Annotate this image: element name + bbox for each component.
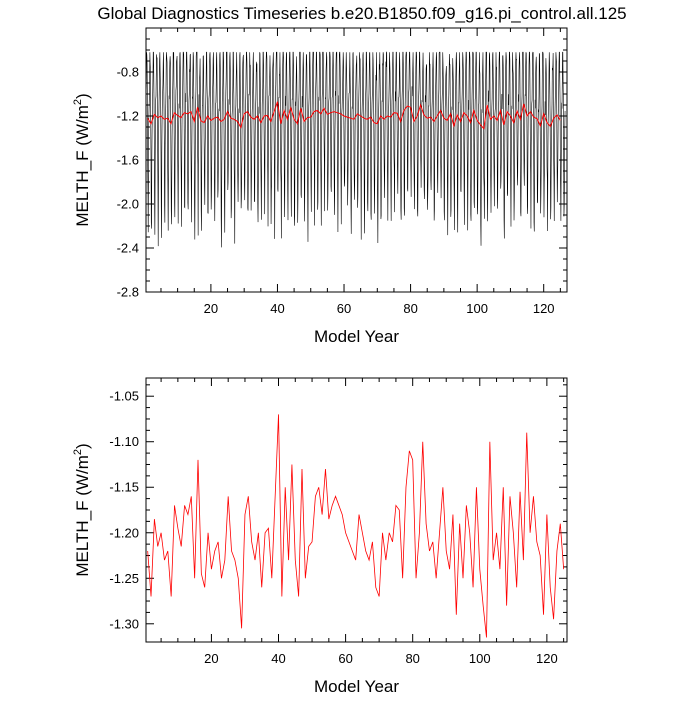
x-tick-label: 40: [271, 651, 285, 666]
x-tick-label: 20: [204, 301, 218, 316]
annual-timeseries-panel: 20 40 60 80 100 120 -1.30 -1.25 -1.20 -1.15 -1.10 -…: [72, 377, 568, 696]
chart-title: Global Diagnostics Timeseries b.e20.B185…: [97, 4, 626, 23]
monthly-series-line: [145, 51, 566, 248]
y-tick-label: -1.6: [117, 153, 139, 168]
y-tick-label: -2.4: [117, 241, 139, 256]
monthly-timeseries-panel: 20 40 60 80 100 120 -2.8 -2.4 -2.0 -1.6 -1.2 -0.8 Mo…: [72, 27, 568, 346]
x-axis-label: Model Year: [314, 327, 399, 346]
x-axis-label: Model Year: [314, 677, 399, 696]
x-tick-label: 80: [405, 651, 419, 666]
y-tick-label: -1.10: [109, 434, 139, 449]
y-tick-label: -1.2: [117, 109, 139, 124]
annual-series-line: [147, 414, 565, 638]
annual-mean-line: [147, 101, 561, 130]
x-tick-label: 120: [533, 301, 555, 316]
x-tick-label: 20: [204, 651, 218, 666]
x-tick-label: 100: [466, 301, 488, 316]
x-tick-label: 100: [469, 651, 491, 666]
y-tick-label: -1.30: [109, 616, 139, 631]
y-axis-label: MELTH_F (W/m2): [72, 443, 92, 576]
y-tick-label: -2.8: [117, 285, 139, 300]
y-tick-label: -1.20: [109, 525, 139, 540]
x-tick-label: 60: [337, 301, 351, 316]
y-tick-label: -1.15: [109, 480, 139, 495]
x-tick-label: 80: [403, 301, 417, 316]
y-axis-label: MELTH_F (W/m2): [72, 93, 92, 226]
x-tick-label: 60: [338, 651, 352, 666]
y-tick-label: -1.25: [109, 571, 139, 586]
x-tick-label: 40: [270, 301, 284, 316]
x-tick-label: 120: [536, 651, 558, 666]
y-tick-label: -2.0: [117, 197, 139, 212]
y-tick-label: -0.8: [117, 65, 139, 80]
y-tick-label: -1.05: [109, 389, 139, 404]
